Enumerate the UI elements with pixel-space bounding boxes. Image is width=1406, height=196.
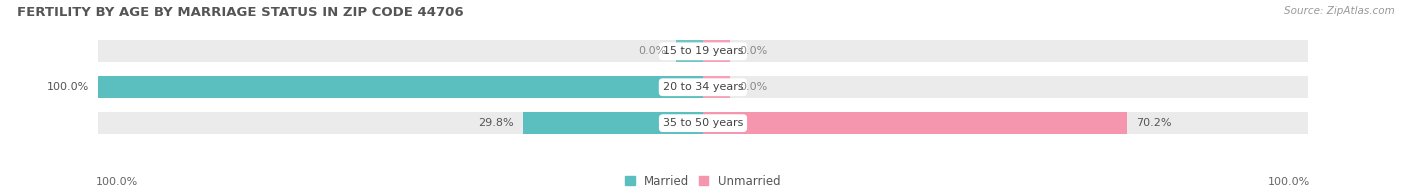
Text: 70.2%: 70.2% (1136, 118, 1173, 128)
Text: 0.0%: 0.0% (740, 46, 768, 56)
Text: 0.0%: 0.0% (740, 82, 768, 92)
Bar (98, 40, 1308, 62)
Bar (98, 112, 1308, 134)
Text: 29.8%: 29.8% (478, 118, 513, 128)
Text: 35 to 50 years: 35 to 50 years (662, 118, 744, 128)
Bar (703, 40, 730, 62)
Bar (98, 76, 703, 98)
Bar (703, 112, 1128, 134)
Text: 0.0%: 0.0% (638, 46, 666, 56)
Text: 100.0%: 100.0% (1268, 177, 1310, 187)
Text: 15 to 19 years: 15 to 19 years (662, 46, 744, 56)
Bar (98, 76, 1308, 98)
Bar (523, 112, 703, 134)
Text: 20 to 34 years: 20 to 34 years (662, 82, 744, 92)
Legend: Married, Unmarried: Married, Unmarried (623, 172, 783, 190)
Text: 100.0%: 100.0% (96, 177, 138, 187)
Text: Source: ZipAtlas.com: Source: ZipAtlas.com (1284, 6, 1395, 16)
Bar (703, 76, 730, 98)
Text: 100.0%: 100.0% (48, 82, 90, 92)
Text: FERTILITY BY AGE BY MARRIAGE STATUS IN ZIP CODE 44706: FERTILITY BY AGE BY MARRIAGE STATUS IN Z… (17, 6, 464, 19)
Bar (676, 40, 703, 62)
